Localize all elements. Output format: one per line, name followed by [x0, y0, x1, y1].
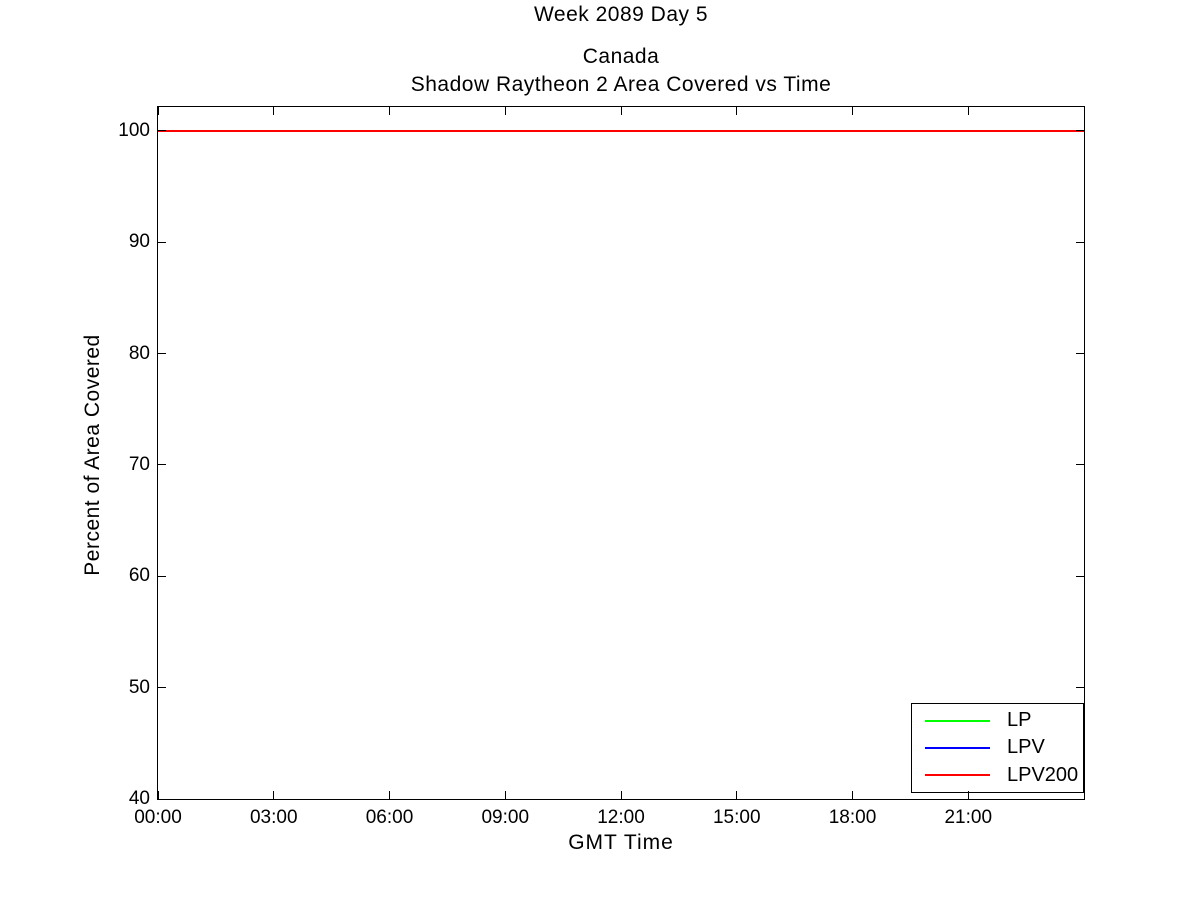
x-tick-mark: [967, 791, 969, 799]
figure-suptitle: Week 2089 Day 5: [533, 3, 709, 26]
x-tick-mark: [504, 791, 506, 799]
x-tick-label: 00:00: [134, 807, 182, 828]
x-tick-mark-top: [852, 107, 853, 115]
series-lines: [158, 129, 1084, 132]
legend-entry: LPV200: [912, 764, 1083, 787]
y-tick-mark: [158, 353, 166, 355]
legend-line-sample: [925, 746, 990, 749]
legend-entry: LPV: [912, 736, 1083, 759]
chart-title-region: Canada: [582, 45, 660, 68]
y-tick-mark-right: [1076, 687, 1084, 689]
legend-entry: LP: [912, 709, 1083, 732]
x-tick-label: 21:00: [944, 807, 993, 828]
x-tick-label: 18:00: [828, 807, 877, 828]
x-tick-mark-top: [273, 107, 275, 115]
y-tick-label: 90: [128, 231, 150, 253]
y-tick-label: 100: [118, 119, 150, 141]
y-tick-label: 50: [128, 676, 150, 698]
y-tick-mark-right: [1076, 464, 1084, 466]
x-tick-mark: [736, 791, 738, 799]
y-tick-mark-right: [1076, 798, 1084, 800]
legend-entry-label: LP: [1007, 709, 1032, 732]
x-tick-mark-top: [620, 107, 622, 115]
legend-line-sample: [925, 719, 990, 722]
y-tick-label: 80: [128, 342, 150, 364]
y-tick-mark: [158, 464, 166, 466]
x-tick-mark-top: [736, 107, 738, 115]
x-tick-label: 06:00: [365, 807, 414, 828]
x-tick-label: 12:00: [597, 807, 645, 828]
y-tick-mark-right: [1076, 575, 1084, 577]
y-tick-mark-right: [1076, 353, 1084, 355]
chart-title: Shadow Raytheon 2 Area Covered vs Time: [410, 73, 832, 96]
x-tick-label: 15:00: [712, 807, 761, 828]
x-tick-mark: [157, 791, 159, 799]
y-tick-mark: [158, 798, 166, 800]
y-tick-mark-right: [1076, 241, 1084, 243]
x-tick-mark: [273, 791, 275, 799]
x-axis-label: GMT Time: [568, 831, 674, 854]
y-tick-mark: [158, 130, 166, 132]
y-tick-mark: [158, 241, 166, 243]
y-tick-mark: [158, 575, 166, 577]
y-tick-mark: [158, 687, 166, 689]
y-tick-label: 70: [128, 453, 150, 475]
x-tick-mark-top: [157, 107, 159, 115]
x-tick-mark: [620, 791, 622, 799]
x-tick-mark-top: [389, 107, 390, 115]
x-tick-label: 09:00: [481, 807, 530, 828]
x-tick-mark-top: [967, 107, 969, 115]
x-tick-mark: [852, 791, 853, 799]
x-tick-mark-top: [504, 107, 506, 115]
legend: LP LPV LPV200: [911, 703, 1084, 793]
x-tick-mark: [389, 791, 390, 799]
legend-line-sample: [925, 774, 990, 777]
y-tick-label: 40: [128, 788, 150, 809]
legend-entry-label: LPV200: [1007, 763, 1079, 786]
y-tick-label: 60: [128, 565, 150, 587]
plot-area: LP LPV LPV200 00:00 03:00 06:00 09:00 12:00 15:…: [118, 106, 1085, 828]
legend-entry-label: LPV: [1007, 736, 1045, 759]
y-tick-mark-right: [1076, 130, 1084, 132]
x-tick-label: 03:00: [249, 807, 298, 828]
